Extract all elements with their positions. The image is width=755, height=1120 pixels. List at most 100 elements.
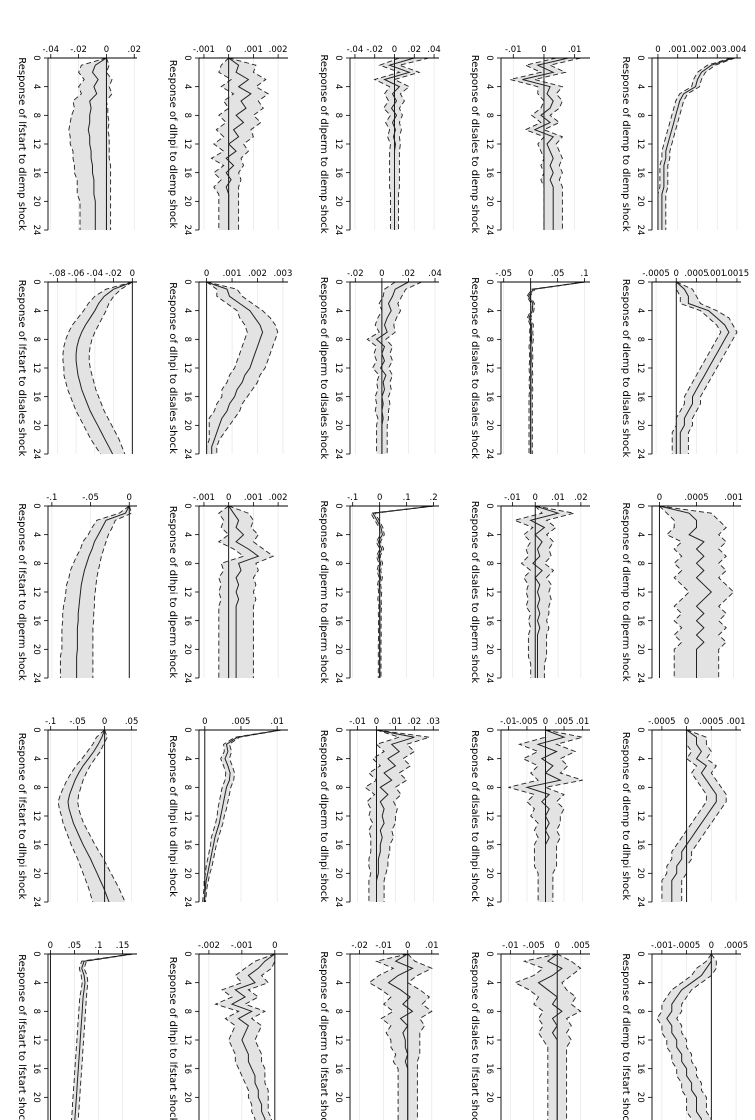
y-tick-label: .15 — [116, 941, 130, 951]
irf-line — [527, 281, 585, 454]
x-tick-label: 24 — [333, 225, 343, 236]
x-tick-label: 12 — [484, 587, 494, 598]
y-tick-label: -.001 — [193, 45, 215, 55]
panel-title: Response of dlemp to dlemp shock — [620, 56, 631, 231]
irf-line — [75, 281, 133, 455]
x-tick-label: 0 — [484, 55, 494, 60]
x-tick-label: 12 — [635, 587, 645, 598]
irf-panel: 0 .0005 .001 0 4 8 12 16 20 24 Response of dlemp t… — [620, 493, 743, 683]
x-tick-label: 4 — [31, 84, 41, 89]
x-tick-label: 0 — [333, 727, 343, 732]
x-tick-label: 0 — [635, 503, 645, 508]
x-tick-label: 20 — [333, 420, 343, 431]
x-tick-label: 4 — [333, 308, 343, 313]
y-tick-label: 0 — [226, 493, 231, 503]
y-tick-label: -.1 — [45, 717, 56, 727]
x-tick-label: 4 — [333, 756, 343, 761]
irf-line — [203, 729, 281, 903]
confidence-band — [60, 506, 132, 678]
y-tick-label: .001 — [244, 45, 263, 55]
x-tick-label: 8 — [31, 113, 41, 118]
y-tick-label: -.02 — [351, 941, 368, 951]
x-tick-label: 20 — [484, 196, 494, 207]
y-tick-label: .05 — [125, 717, 139, 727]
y-tick-label: -.01 — [502, 941, 519, 951]
y-tick-label: 0 — [204, 269, 209, 279]
upper-bound-line — [205, 729, 282, 903]
x-tick-label: 20 — [635, 644, 645, 655]
confidence-band — [63, 282, 133, 454]
x-tick-label: 20 — [31, 1092, 41, 1103]
y-tick-label: -.05 — [82, 493, 99, 503]
x-tick-label: 20 — [182, 644, 192, 655]
irf-panel: -.1 0 .1 .2 0 4 8 12 16 20 24 Response of dlperm to… — [318, 493, 439, 684]
x-tick-label: 4 — [484, 84, 494, 89]
confidence-band — [661, 730, 727, 902]
irf-line — [522, 57, 569, 230]
x-tick-label: 4 — [484, 308, 494, 313]
panel-title: Response of dlemp to dlsales shock — [620, 279, 631, 458]
irf-panel: -.01 -.005 0 .005.01 0 4 8 12 16 20 24 Response of … — [469, 717, 590, 907]
x-tick-label: 20 — [333, 196, 343, 207]
x-tick-label: 24 — [635, 225, 645, 236]
x-tick-label: 16 — [31, 1063, 41, 1074]
x-tick-label: 4 — [182, 980, 192, 985]
y-tick-label: .0005 — [724, 941, 748, 951]
irf-line — [675, 281, 730, 454]
irf-line — [228, 505, 260, 678]
lower-bound-line — [508, 730, 546, 902]
x-tick-label: 20 — [31, 644, 41, 655]
x-tick-label: 16 — [333, 839, 343, 850]
x-tick-label: 16 — [182, 391, 192, 402]
x-tick-label: 16 — [31, 839, 41, 850]
y-tick-label: .02 — [402, 269, 416, 279]
y-tick-label: .02 — [408, 717, 422, 727]
y-tick-label: .005 — [231, 717, 250, 727]
panel-title: Response of dlsales to dlemp shock — [469, 55, 480, 234]
x-tick-label: 24 — [484, 225, 494, 236]
y-tick-label: .001 — [668, 45, 687, 55]
y-tick-label: .004 — [728, 45, 747, 55]
x-tick-label: 24 — [31, 897, 41, 908]
irf-panel: -.0005 0.0005.001.001504812162024Response… — [620, 269, 749, 459]
y-tick-label: .01 — [389, 717, 403, 727]
x-tick-label: 20 — [31, 420, 41, 431]
panel-title: Response of lfstart to dlemp shock — [16, 57, 27, 231]
x-tick-label: 4 — [31, 532, 41, 537]
x-tick-label: 12 — [635, 363, 645, 374]
upper-bound-line — [105, 57, 113, 230]
panel-title: Response of dlhpi to dlperm shock — [167, 506, 178, 679]
y-tick-label: .005 — [571, 941, 590, 951]
y-tick-label: .002 — [248, 269, 267, 279]
x-tick-label: 24 — [635, 673, 645, 684]
upper-bound-line — [659, 505, 735, 678]
x-tick-label: 0 — [31, 951, 41, 956]
x-tick-label: 16 — [635, 615, 645, 626]
upper-bound-line — [228, 505, 275, 678]
y-tick-label: .002 — [688, 45, 707, 55]
confidence-band — [370, 506, 435, 678]
lower-bound-line — [70, 953, 132, 1120]
panel-title: Response of dlsales to dlsales shock — [469, 277, 480, 459]
irf-line — [537, 953, 563, 1120]
y-tick-label: .0005 — [684, 269, 708, 279]
x-tick-label: 0 — [635, 727, 645, 732]
confidence-band — [374, 58, 430, 230]
confidence-band — [215, 954, 275, 1120]
upper-bound-line — [385, 281, 422, 454]
y-tick-label: -.06 — [68, 269, 85, 279]
panel-title: Response of lfstart to dlperm shock — [16, 503, 27, 681]
y-tick-label: .05 — [68, 941, 82, 951]
x-tick-label: 4 — [182, 308, 192, 313]
irf-panel: -.08 -.06 -.04 -.02 0 0 4 8 12 16 20 24 Response of … — [16, 269, 137, 459]
x-tick-label: 16 — [333, 167, 343, 178]
y-tick-label: 0 — [102, 717, 107, 727]
y-tick-label: -.02 — [70, 45, 87, 55]
confidence-band — [206, 282, 278, 454]
y-tick-label: .1 — [403, 493, 411, 503]
lower-bound-line — [206, 281, 248, 454]
x-tick-label: 8 — [182, 113, 192, 118]
upper-bound-line — [88, 281, 133, 455]
y-tick-label: 0 — [377, 493, 382, 503]
